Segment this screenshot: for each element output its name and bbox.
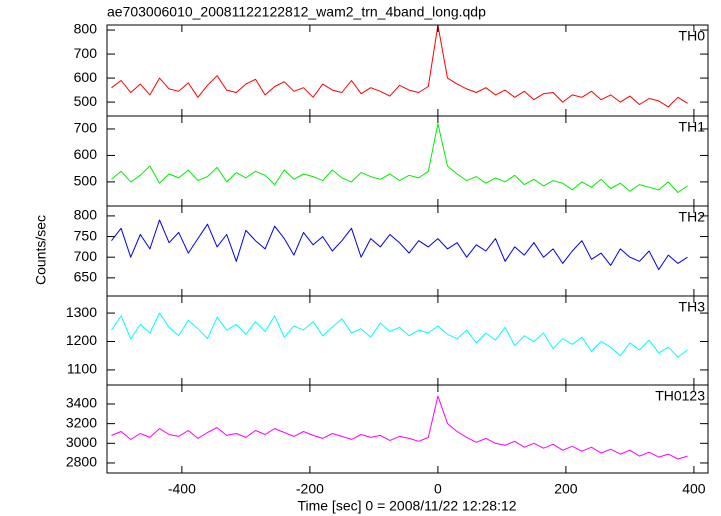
data-line: [111, 312, 688, 358]
panel-label: TH0123: [655, 388, 705, 404]
y-tick-label: 800: [74, 21, 98, 37]
y-tick-label: 500: [74, 93, 98, 109]
y-tick-label: 2800: [66, 454, 97, 470]
x-tick-label: 400: [682, 481, 706, 497]
y-tick-label: 1300: [66, 304, 97, 320]
y-tick-label: 600: [74, 146, 98, 162]
panel-frame: [106, 295, 709, 386]
y-tick-label: 700: [74, 45, 98, 61]
panel-label: TH0: [679, 28, 706, 44]
y-tick-label: 3400: [66, 395, 97, 411]
x-axis-label: Time [sec] 0 = 2008/11/22 12:28:12: [297, 498, 516, 514]
panel-frame: [106, 384, 709, 474]
data-line: [111, 24, 688, 108]
y-tick-label: 800: [74, 207, 98, 223]
x-tick-label: -400: [168, 481, 196, 497]
chart-title: ae703006010_20081122122812_wam2_trn_4ban…: [107, 4, 486, 20]
data-line: [111, 219, 688, 271]
panel-frame: [106, 24, 709, 117]
y-tick-label: 650: [74, 269, 98, 285]
panel-label: TH3: [679, 299, 706, 315]
data-line: [111, 123, 688, 193]
panel-frame: [106, 115, 709, 207]
y-tick-label: 700: [74, 120, 98, 136]
y-tick-label: 1100: [67, 361, 97, 377]
y-tick-label: 600: [74, 69, 98, 85]
y-tick-label: 1200: [66, 332, 97, 348]
y-tick-label: 700: [74, 248, 98, 264]
y-tick-label: 3000: [66, 434, 97, 450]
y-tick-label: 750: [74, 227, 98, 243]
y-axis-label: Counts/sec: [33, 215, 49, 285]
x-tick-label: -200: [296, 481, 324, 497]
panel-label: TH2: [679, 209, 706, 225]
data-line: [111, 395, 688, 460]
panel-label: TH1: [679, 119, 706, 135]
y-tick-label: 500: [74, 173, 98, 189]
x-tick-label: 200: [554, 481, 578, 497]
x-tick-label: 0: [434, 481, 442, 497]
y-tick-label: 3200: [66, 414, 97, 430]
